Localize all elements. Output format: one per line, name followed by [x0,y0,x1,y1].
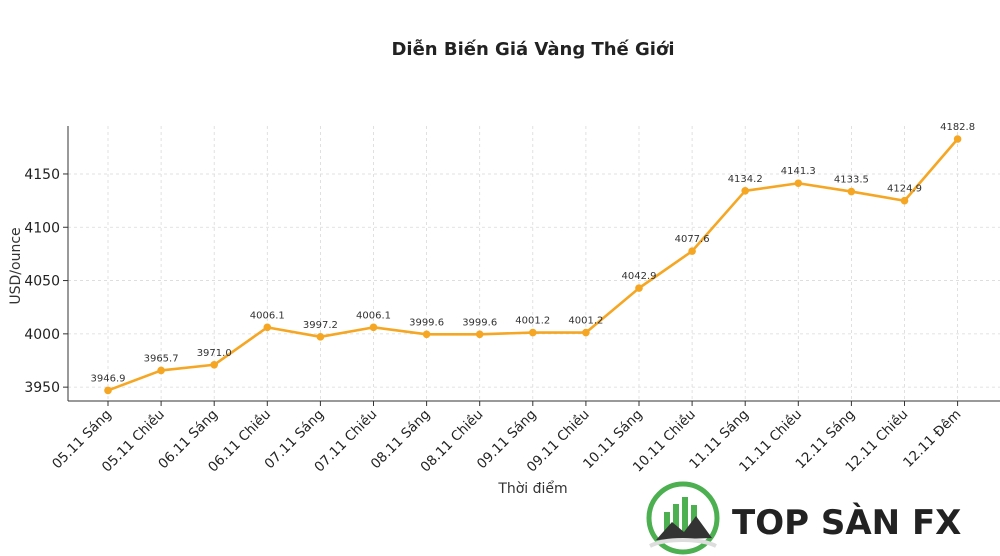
data-label: 4141.3 [781,166,816,177]
series-line [104,135,962,395]
data-label: 4124.9 [887,184,922,195]
data-label: 3971.0 [197,348,232,359]
data-label: 4001.2 [515,316,550,327]
data-point [529,328,537,337]
watermark-logo: TOP SÀN FX [646,481,961,555]
y-axis-label: USD/ounce [8,227,24,304]
data-label: 4077.6 [675,234,710,245]
x-axis-label: Thời điểm [497,480,567,497]
data-point [369,323,378,332]
y-tick-label: 3950 [24,380,60,396]
data-label: 4042.9 [622,271,657,282]
y-tick-label: 4000 [24,327,60,343]
data-label: 4006.1 [356,310,391,321]
y-tick-label: 4050 [24,274,60,290]
data-label: 3946.9 [91,373,126,384]
data-point [847,187,856,196]
data-point [475,330,484,339]
data-point [635,284,643,292]
data-label: 3999.6 [409,317,444,328]
logo-text: TOP SÀN FX [732,502,961,543]
data-point [316,333,325,341]
data-label: 4006.1 [250,310,285,321]
data-point [422,330,431,339]
data-point [688,247,696,255]
data-point [900,196,909,205]
data-label: 3965.7 [144,353,179,364]
data-label: 4182.8 [940,122,975,133]
data-point [741,187,749,195]
chart-title: Diễn Biến Giá Vàng Thế Giới [391,38,674,60]
data-point [210,360,218,369]
logo-badge-icon [646,481,720,555]
data-point [263,323,272,332]
grid [68,126,1000,401]
data-labels: 3946.9 3965.7 3971.0 4006.1 3997.2 4006.1 3999… [91,122,976,384]
data-point [104,386,112,395]
data-label: 3997.2 [303,320,338,331]
y-axis-ticks: 3950 4000 4050 4100 4150 [24,167,68,396]
y-tick-label: 4100 [24,220,60,236]
x-tick-label: 12.11 Đêm [900,407,964,471]
data-point [953,135,962,143]
data-label: 4001.2 [568,316,603,327]
data-label: 4134.2 [728,174,763,185]
data-point [582,328,590,337]
data-label: 4133.5 [834,175,869,186]
data-label: 3999.6 [462,317,497,328]
y-tick-label: 4150 [24,167,60,183]
data-point [794,179,803,188]
data-point [157,366,165,375]
axes [67,126,1000,402]
